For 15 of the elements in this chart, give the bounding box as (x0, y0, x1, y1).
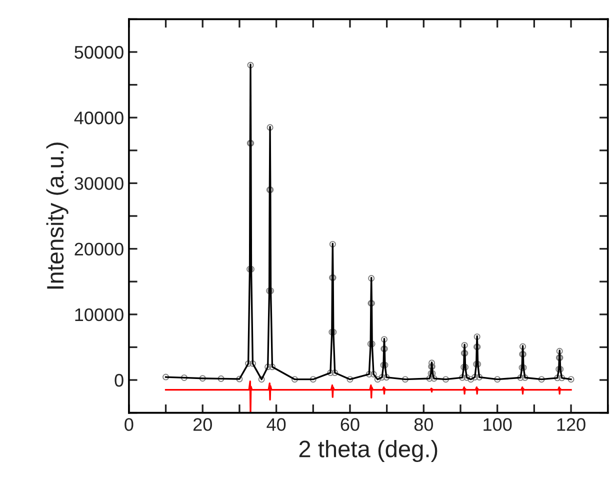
y-tick-label: 20000 (74, 242, 124, 256)
x-tick-label: 120 (557, 418, 586, 431)
y-tick-label: 40000 (74, 112, 124, 124)
y-tick-label: 0 (114, 374, 124, 387)
x-tick-label: 60 (340, 418, 360, 431)
x-tick-label: 40 (266, 418, 286, 431)
y-tick-label: 10000 (75, 308, 124, 322)
x-tick-label: 20 (193, 418, 212, 431)
x-axis-title: 2 theta (deg.) (299, 440, 438, 462)
y-axis-title: Intensity (a.u.) (46, 142, 68, 289)
x-tick-label: 0 (124, 418, 134, 431)
x-tick-label: 100 (484, 418, 512, 431)
y-tick-label: 50000 (74, 46, 124, 59)
x-tick-label: 80 (414, 418, 433, 431)
y-tick-label: 30000 (74, 177, 124, 190)
